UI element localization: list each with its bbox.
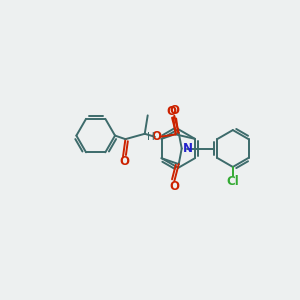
Text: Cl: Cl [226,175,239,188]
Text: O: O [169,104,179,117]
Text: N: N [183,142,193,155]
Text: O: O [119,155,130,168]
Text: H: H [147,132,154,142]
Text: O: O [167,105,177,118]
Text: O: O [151,130,161,143]
Text: O: O [169,180,179,193]
